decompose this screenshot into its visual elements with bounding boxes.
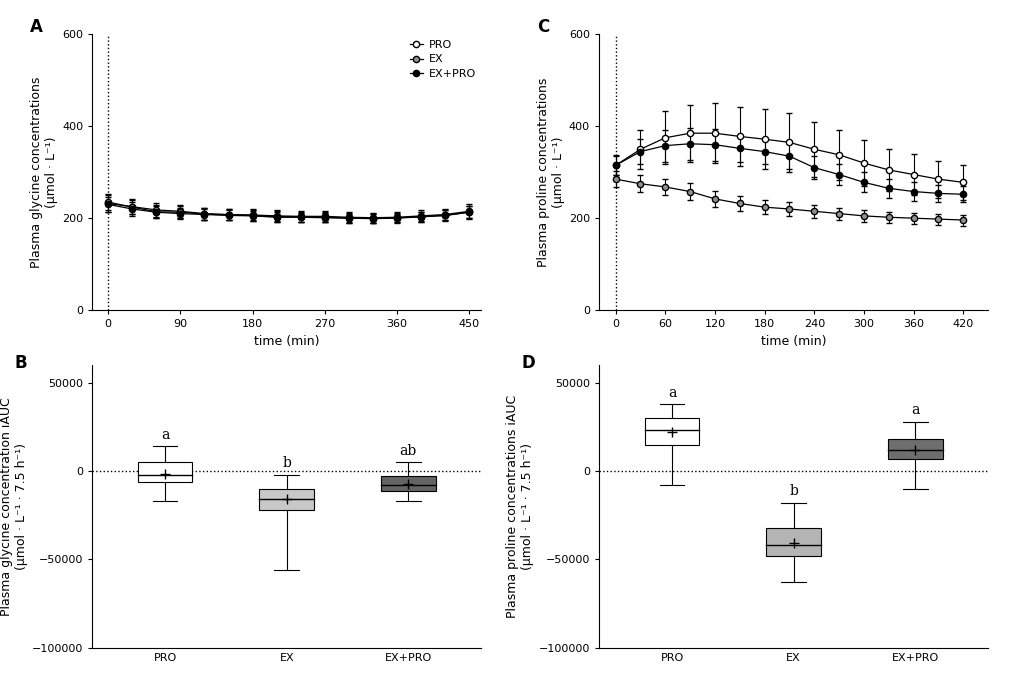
Text: b: b: [790, 484, 798, 498]
Text: ab: ab: [399, 444, 417, 458]
Bar: [138, 462, 193, 482]
Y-axis label: Plasma glycine concentrations
(μmol · L⁻¹): Plasma glycine concentrations (μmol · L⁻…: [30, 76, 57, 268]
Text: C: C: [537, 18, 549, 36]
Text: a: a: [668, 386, 676, 400]
Bar: [259, 489, 314, 510]
X-axis label: time (min): time (min): [761, 335, 826, 348]
Text: a: a: [161, 428, 169, 442]
Bar: [381, 476, 435, 491]
Y-axis label: Plasma glycine concentration iAUC
(μmol · L⁻¹ · 7.5 h⁻¹): Plasma glycine concentration iAUC (μmol …: [0, 397, 28, 616]
Bar: [645, 418, 699, 444]
Bar: [888, 440, 942, 459]
Y-axis label: Plasma proline concentrations iAUC
(μmol · L⁻¹ · 7.5 h⁻¹): Plasma proline concentrations iAUC (μmol…: [507, 395, 535, 618]
Text: B: B: [14, 354, 27, 372]
Bar: [766, 528, 821, 556]
Text: D: D: [521, 354, 535, 372]
Text: a: a: [911, 403, 920, 418]
Text: A: A: [30, 18, 43, 36]
Legend: PRO, EX, EX+PRO: PRO, EX, EX+PRO: [410, 40, 476, 79]
Text: b: b: [283, 456, 291, 470]
Y-axis label: Plasma proline concentrations
(μmol · L⁻¹): Plasma proline concentrations (μmol · L⁻…: [537, 78, 564, 267]
X-axis label: time (min): time (min): [254, 335, 319, 348]
